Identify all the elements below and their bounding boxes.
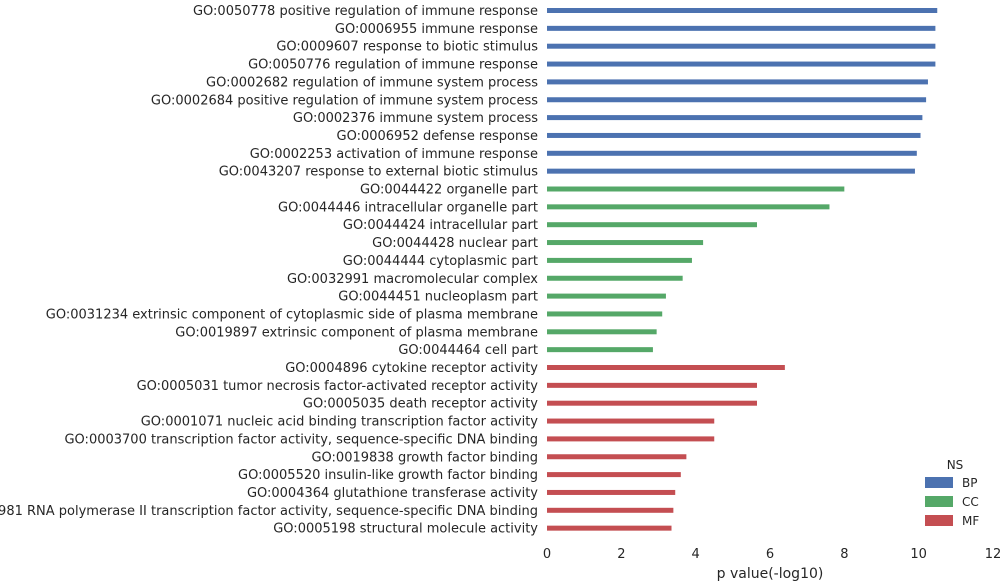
- legend-swatch-cc: [925, 496, 953, 507]
- category-label: GO:0050778 positive regulation of immune…: [193, 4, 538, 19]
- x-tick-label: 0: [543, 547, 551, 562]
- category-label: GO:0002682 regulation of immune system p…: [206, 75, 538, 90]
- category-label: GO:0031234 extrinsic component of cytopl…: [46, 307, 538, 322]
- category-label: GO:0044428 nuclear part: [372, 236, 538, 251]
- legend-label-cc: CC: [962, 495, 979, 509]
- category-label: GO:0032991 macromolecular complex: [287, 272, 538, 287]
- bar-bp: [547, 25, 936, 31]
- bar-bp: [547, 79, 928, 85]
- bar-bp: [547, 61, 936, 67]
- bar-bp: [547, 168, 915, 174]
- x-tick-label: 8: [840, 547, 848, 562]
- category-label: GO:0044451 nucleoplasm part: [338, 290, 538, 305]
- x-tick-label: 6: [766, 547, 774, 562]
- bar-cc: [547, 257, 692, 263]
- x-axis-ticks: 0 2 4 6 8 10 12: [543, 547, 1001, 562]
- category-label: GO:0001071 nucleic acid binding transcri…: [141, 415, 539, 430]
- category-label: GO:0044424 intracellular part: [343, 218, 538, 233]
- bar-mf: [547, 382, 757, 388]
- category-label: GO:0002253 activation of immune response: [250, 147, 538, 162]
- category-label: GO:0002684 positive regulation of immune…: [151, 93, 538, 108]
- bar-bp: [547, 132, 921, 138]
- category-label: GO:0002376 immune system process: [293, 111, 538, 126]
- bar-mf: [547, 400, 757, 406]
- bar-cc: [547, 240, 704, 246]
- category-label: GO:0004364 glutathione transferase activ…: [247, 486, 538, 501]
- category-label: GO:0043207 response to external biotic s…: [219, 165, 539, 180]
- legend-label-bp: BP: [962, 476, 977, 490]
- bar-mf: [547, 418, 715, 424]
- category-label: GO:0005035 death receptor activity: [303, 397, 538, 412]
- legend-swatch-mf: [925, 515, 953, 526]
- bar-cc: [547, 329, 657, 335]
- bar-bp: [547, 97, 927, 103]
- bar-cc: [547, 347, 653, 353]
- legend: NS BP CC MF: [925, 458, 979, 528]
- bar-bp: [547, 150, 917, 156]
- bar-cc: [547, 204, 830, 210]
- bar-bp: [547, 43, 936, 49]
- category-label: GO:0044464 cell part: [398, 343, 538, 358]
- x-tick-label: 2: [617, 547, 625, 562]
- category-labels: GO:0050778 positive regulation of immune…: [0, 4, 538, 537]
- category-label: GO:0019897 extrinsic component of plasma…: [175, 325, 538, 340]
- category-label: GO:0050776 regulation of immune response: [248, 58, 538, 73]
- bar-cc: [547, 222, 757, 228]
- bar-bp: [547, 115, 923, 121]
- x-tick-label: 12: [985, 547, 1002, 562]
- bar-mf: [547, 472, 681, 478]
- category-label: GO:0004896 cytokine receptor activity: [285, 361, 538, 376]
- bar-bp: [547, 8, 938, 13]
- bar-cc: [547, 293, 666, 299]
- bars: [547, 8, 938, 531]
- x-axis-label: p value(-log10): [717, 566, 824, 582]
- category-label: GO:0006952 defense response: [337, 129, 539, 144]
- legend-title: NS: [947, 458, 964, 472]
- bar-cc: [547, 275, 683, 281]
- bar-cc: [547, 186, 845, 192]
- category-label: GO:0005198 structural molecule activity: [273, 522, 538, 537]
- category-label: GO:0006955 immune response: [335, 22, 538, 37]
- category-label: GO:0009607 response to biotic stimulus: [276, 40, 538, 55]
- bar-mf: [547, 507, 674, 513]
- x-tick-label: 10: [910, 547, 927, 562]
- bar-mf: [547, 365, 785, 370]
- category-label: GO:0005520 insulin-like growth factor bi…: [238, 468, 538, 483]
- category-label: GO:0044446 intracellular organelle part: [278, 200, 538, 215]
- bar-mf: [547, 525, 672, 531]
- category-label: GO:0044444 cytoplasmic part: [343, 254, 538, 269]
- bar-mf: [547, 489, 676, 495]
- category-label: GO:0000981 RNA polymerase II transcripti…: [0, 504, 538, 519]
- bar-mf: [547, 454, 687, 460]
- x-tick-label: 4: [692, 547, 700, 562]
- category-label: GO:0005031 tumor necrosis factor-activat…: [137, 379, 539, 394]
- legend-swatch-bp: [925, 477, 953, 488]
- category-label: GO:0003700 transcription factor activity…: [64, 432, 538, 447]
- bar-mf: [547, 436, 715, 442]
- legend-label-mf: MF: [962, 514, 979, 528]
- category-label: GO:0044422 organelle part: [360, 183, 538, 198]
- category-label: GO:0019838 growth factor binding: [311, 450, 538, 465]
- bar-cc: [547, 311, 663, 317]
